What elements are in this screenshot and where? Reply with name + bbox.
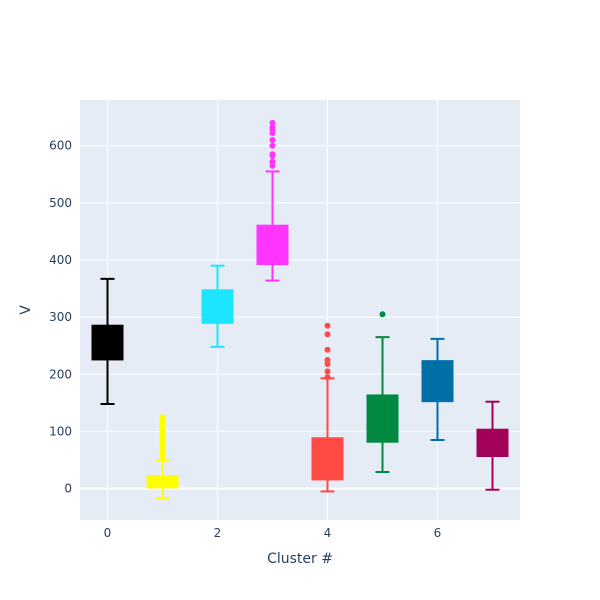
tick-labels: 0 100 200 300 400 500 600 0 2 4 6 [49,139,441,540]
y-tick-label: 200 [49,367,72,381]
outlier-point [159,414,166,421]
box-cluster-0 [91,277,124,405]
x-tick-label: 6 [434,526,442,540]
box-body [366,394,399,443]
box-cluster-5 [366,311,399,473]
box-cluster-4 [311,322,344,493]
box-cluster-2 [201,264,234,348]
outlier-point [324,357,331,363]
box-body [311,437,344,481]
box-cluster-3 [256,119,289,282]
x-tick-label: 2 [214,526,222,540]
x-tick-label: 0 [104,526,112,540]
y-axis-title: V [18,305,34,315]
y-tick-label: 600 [49,139,72,153]
y-tick-label: 400 [49,253,72,267]
x-tick-label: 4 [324,526,332,540]
box-cluster-7 [476,400,509,491]
plot-background [80,100,520,520]
outlier-point [379,311,386,318]
outlier-point [269,137,276,143]
y-tick-label: 300 [49,310,72,324]
outlier-point [324,322,331,329]
y-tick-label: 100 [49,424,72,438]
outlier-point [324,331,331,338]
outlier-point [269,151,276,158]
outlier-point [269,158,276,165]
outlier-point [269,119,276,126]
outlier-point [324,346,331,353]
box-cluster-6 [421,337,454,441]
box-cluster-1 [146,414,179,500]
outlier-point [269,124,276,131]
outlier-point [324,374,331,381]
outlier-point [324,368,331,375]
x-axis-title: Cluster # [267,551,333,567]
boxes [91,119,509,500]
y-tick-label: 0 [64,482,72,496]
y-tick-label: 500 [49,196,72,210]
outlier-point [269,142,276,149]
